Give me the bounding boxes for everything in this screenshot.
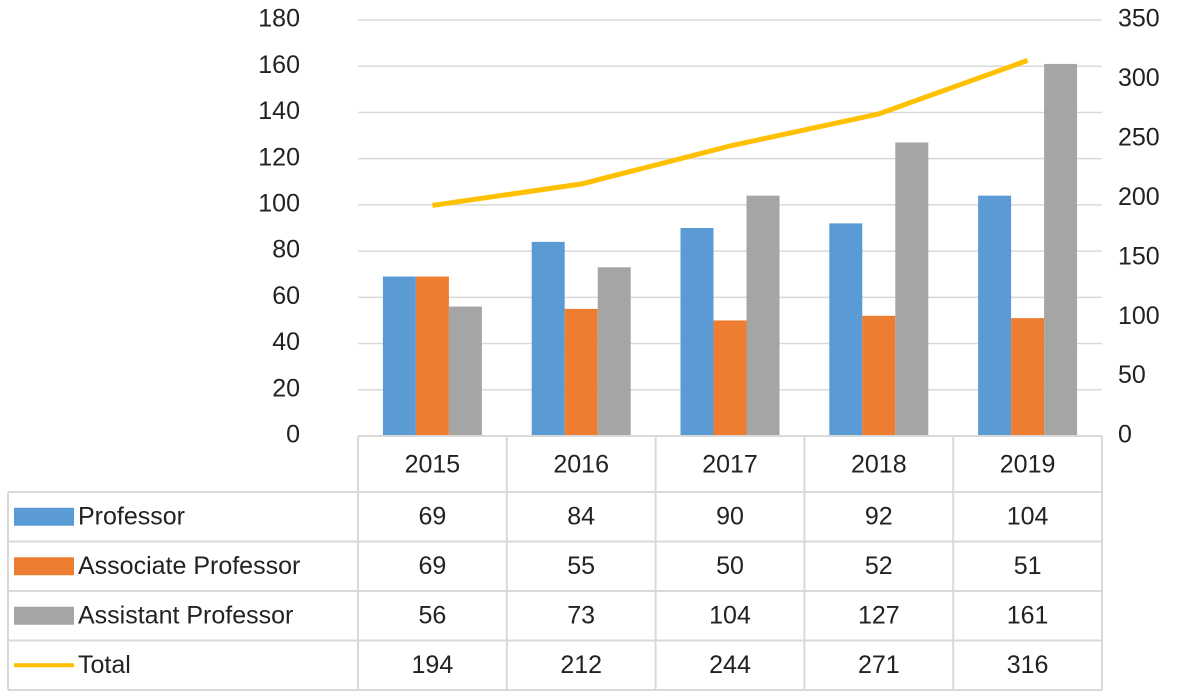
y-tick-label: 120 [258,143,300,171]
y2-tick-label: 50 [1118,361,1146,389]
table-value: 69 [418,502,446,530]
table-value: 104 [1007,502,1049,530]
legend-key [14,557,74,576]
table-value: 50 [716,552,744,580]
bar [895,142,929,436]
legend-key [14,606,74,625]
y2-tick-label: 100 [1118,302,1160,330]
bar [415,276,449,436]
table-value: 194 [412,651,454,679]
x-tick-label: 2015 [405,451,461,479]
table-value: 51 [1014,552,1042,580]
x-tick-label: 2016 [553,451,609,479]
bar [978,195,1012,436]
table-value: 212 [560,651,602,679]
y2-tick-label: 200 [1118,183,1160,211]
bar [1044,63,1078,437]
y-tick-label: 180 [258,5,300,33]
table-value: 271 [858,651,900,679]
bar [597,267,631,436]
y2-tick-label: 250 [1118,123,1160,151]
table-value: 84 [567,502,595,530]
bar [531,241,565,436]
bar [1011,318,1045,436]
y2-tick-label: 0 [1118,421,1132,449]
table-value: 56 [418,601,446,629]
bar [564,308,598,436]
y-tick-label: 20 [272,374,300,402]
table-value: 127 [858,601,900,629]
legend-label: Professor [78,502,185,530]
bar [713,320,747,436]
table-value: 90 [716,502,744,530]
bar [862,315,896,436]
y-tick-label: 100 [258,189,300,217]
table-value: 316 [1007,651,1049,679]
y2-tick-label: 300 [1118,64,1160,92]
bar [680,228,714,436]
y2-tick-label: 350 [1118,5,1160,33]
table-value: 69 [418,552,446,580]
y-tick-label: 60 [272,282,300,310]
x-tick-label: 2018 [851,451,907,479]
table-value: 73 [567,601,595,629]
y2-tick-label: 150 [1118,242,1160,270]
table-value: 52 [865,552,893,580]
y-tick-label: 40 [272,328,300,356]
bar [448,306,482,436]
y-tick-label: 0 [286,421,300,449]
legend-key [14,507,74,526]
table-value: 244 [709,651,751,679]
bar [829,223,863,436]
table-value: 104 [709,601,751,629]
x-tick-label: 2017 [702,451,758,479]
legend-label: Assistant Professor [78,601,293,629]
y-tick-label: 140 [258,97,300,125]
table-value: 92 [865,502,893,530]
legend-label: Total [78,651,131,679]
bar [382,276,416,436]
y-tick-label: 80 [272,236,300,264]
y-tick-label: 160 [258,51,300,79]
table-value: 161 [1007,601,1049,629]
x-tick-label: 2019 [1000,451,1056,479]
legend-label: Associate Professor [78,552,300,580]
table-value: 55 [567,552,595,580]
line-series [432,58,1029,208]
bar [746,195,780,436]
